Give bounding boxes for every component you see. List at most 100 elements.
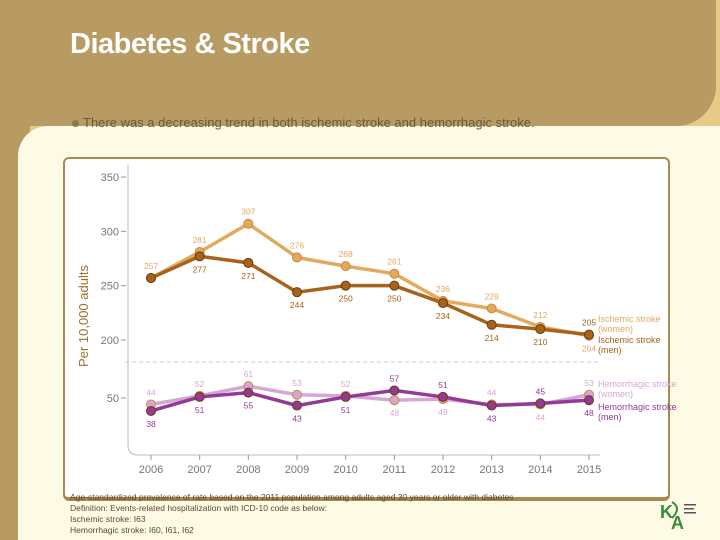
- data-label: 281: [193, 235, 207, 245]
- data-point: [194, 251, 205, 262]
- data-point: [584, 395, 594, 406]
- kda-logo: K A: [660, 501, 696, 530]
- legend-label: Hemorrhagic stroke (men): [598, 402, 677, 422]
- x-tick-label: 2007: [187, 464, 211, 476]
- y-axis-label: Per 10,000 adults: [76, 265, 91, 367]
- data-label: 44: [487, 387, 497, 397]
- data-label: 268: [339, 249, 353, 259]
- data-label: 51: [195, 405, 205, 415]
- data-label: 250: [339, 294, 353, 304]
- bullet-text: There was a decreasing trend in both isc…: [83, 115, 535, 130]
- footnote-line: Hemorrhagic stroke: I60, I61, I62: [70, 525, 194, 535]
- data-label: 48: [584, 408, 594, 418]
- data-point: [292, 400, 302, 411]
- data-label: 53: [292, 378, 302, 388]
- bullet-icon: [72, 120, 79, 128]
- footnote-line: Definition: Events-related hospitalizati…: [70, 503, 328, 513]
- data-point: [243, 257, 254, 268]
- x-tick-label: 2014: [528, 464, 552, 476]
- y-tick-label: 350: [101, 172, 119, 184]
- x-tick-label: 2006: [139, 464, 163, 476]
- data-point: [389, 280, 400, 291]
- footnote-line: Ischemic stroke: I63: [70, 514, 146, 524]
- axis-frame: [127, 165, 600, 456]
- data-point: [438, 298, 448, 309]
- footnote-line: Age-standardized prevalence of rate base…: [70, 492, 514, 502]
- data-point: [389, 268, 400, 279]
- data-label: 51: [438, 380, 448, 390]
- data-label: 61: [244, 369, 254, 379]
- data-point: [486, 319, 497, 330]
- data-point: [194, 391, 205, 402]
- data-label: 49: [438, 407, 448, 417]
- data-point: [146, 405, 156, 416]
- data-point: [584, 329, 594, 340]
- chart-frame: [63, 157, 670, 501]
- svg-text:K: K: [660, 502, 673, 522]
- y-tick-label: 250: [101, 281, 119, 293]
- y-tick-label: 200: [101, 335, 119, 347]
- data-point: [292, 287, 302, 298]
- data-label: 57: [390, 373, 400, 383]
- data-label: 205: [582, 318, 596, 328]
- x-tick-label: 2010: [333, 464, 357, 476]
- x-tick-label: 2011: [383, 464, 407, 476]
- data-point: [340, 391, 351, 402]
- data-label: 261: [387, 257, 401, 267]
- data-label: 204: [582, 344, 596, 354]
- data-point: [535, 398, 546, 409]
- svg-text:A: A: [671, 513, 684, 530]
- data-point: [438, 391, 448, 402]
- data-point: [389, 395, 400, 406]
- data-label: 276: [290, 240, 304, 250]
- data-point: [535, 324, 546, 335]
- data-label: 214: [485, 333, 499, 343]
- data-label: 257: [144, 261, 158, 271]
- data-point: [243, 387, 254, 398]
- data-point: [340, 261, 351, 272]
- data-label: 244: [290, 300, 304, 310]
- data-point: [340, 280, 351, 291]
- y-tick-label: 50: [107, 393, 119, 405]
- data-label: 52: [341, 379, 351, 389]
- data-label: 48: [390, 408, 400, 418]
- data-label: 271: [241, 271, 255, 281]
- data-label: 38: [146, 419, 156, 429]
- data-label: 53: [584, 378, 594, 388]
- data-label: 44: [146, 387, 156, 397]
- data-label: 43: [487, 414, 497, 424]
- series-line: [150, 388, 590, 413]
- data-point: [292, 252, 302, 263]
- data-point: [146, 273, 156, 284]
- x-tick-label: 2009: [285, 464, 309, 476]
- series-line: [150, 221, 590, 338]
- x-tick-label: 2008: [236, 464, 260, 476]
- data-point: [389, 385, 400, 396]
- data-label: 307: [241, 207, 255, 217]
- data-label: 52: [195, 379, 205, 389]
- data-point: [486, 303, 497, 314]
- data-label: 277: [193, 264, 207, 274]
- data-point: [292, 389, 302, 400]
- data-label: 51: [341, 405, 351, 415]
- legend-label: Ischemic stroke (men): [598, 335, 661, 355]
- header-band: [0, 0, 716, 126]
- slide-title: Diabetes & Stroke: [70, 28, 310, 60]
- data-label: 44: [536, 412, 546, 422]
- legend-label: Ischemic stroke (women): [598, 314, 661, 334]
- data-point: [486, 400, 497, 411]
- data-label: 210: [533, 337, 547, 347]
- series-line: [150, 254, 590, 337]
- y-tick-label: 300: [101, 226, 119, 238]
- data-label: 45: [536, 386, 546, 396]
- data-label: 250: [387, 294, 401, 304]
- x-tick-label: 2012: [431, 464, 455, 476]
- data-label: 43: [292, 414, 302, 424]
- footnote: Age-standardized prevalence of rate base…: [70, 492, 514, 536]
- data-point: [243, 218, 254, 229]
- data-label: 212: [533, 310, 547, 320]
- data-label: 55: [244, 401, 254, 411]
- x-tick-label: 2013: [479, 464, 503, 476]
- x-tick-label: 2015: [577, 464, 601, 476]
